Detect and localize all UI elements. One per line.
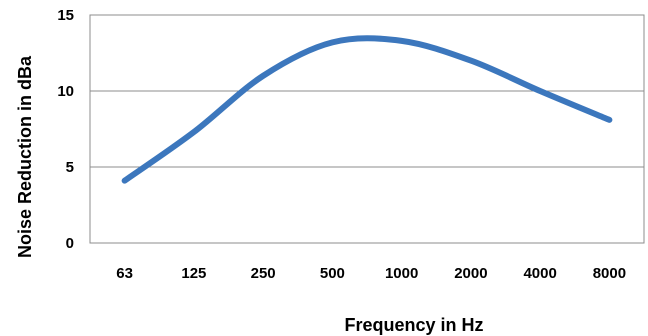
x-tick-label: 125 bbox=[181, 265, 206, 282]
x-tick-label: 500 bbox=[320, 265, 345, 282]
x-tick-label: 4000 bbox=[523, 265, 556, 282]
series-layer bbox=[121, 35, 613, 184]
y-axis-title: Noise Reduction in dBa bbox=[15, 55, 35, 258]
y-tick-label: 5 bbox=[66, 159, 74, 176]
y-tick-labels: 0 5 10 15 bbox=[57, 7, 74, 252]
series-line bbox=[121, 35, 613, 184]
x-tick-label: 8000 bbox=[593, 265, 626, 282]
y-tick-label: 15 bbox=[57, 7, 74, 24]
x-tick-label: 63 bbox=[116, 265, 133, 282]
x-tick-label: 1000 bbox=[385, 265, 418, 282]
y-tick-label: 0 bbox=[66, 235, 74, 252]
x-axis-title: Frequency in Hz bbox=[344, 315, 483, 335]
y-tick-label: 10 bbox=[57, 83, 74, 100]
x-tick-labels: 63 125 250 500 1000 2000 4000 8000 bbox=[116, 265, 626, 282]
x-tick-label: 2000 bbox=[454, 265, 487, 282]
x-tick-label: 250 bbox=[251, 265, 276, 282]
grid-layer bbox=[89, 14, 645, 244]
plot-frame bbox=[89, 14, 645, 244]
